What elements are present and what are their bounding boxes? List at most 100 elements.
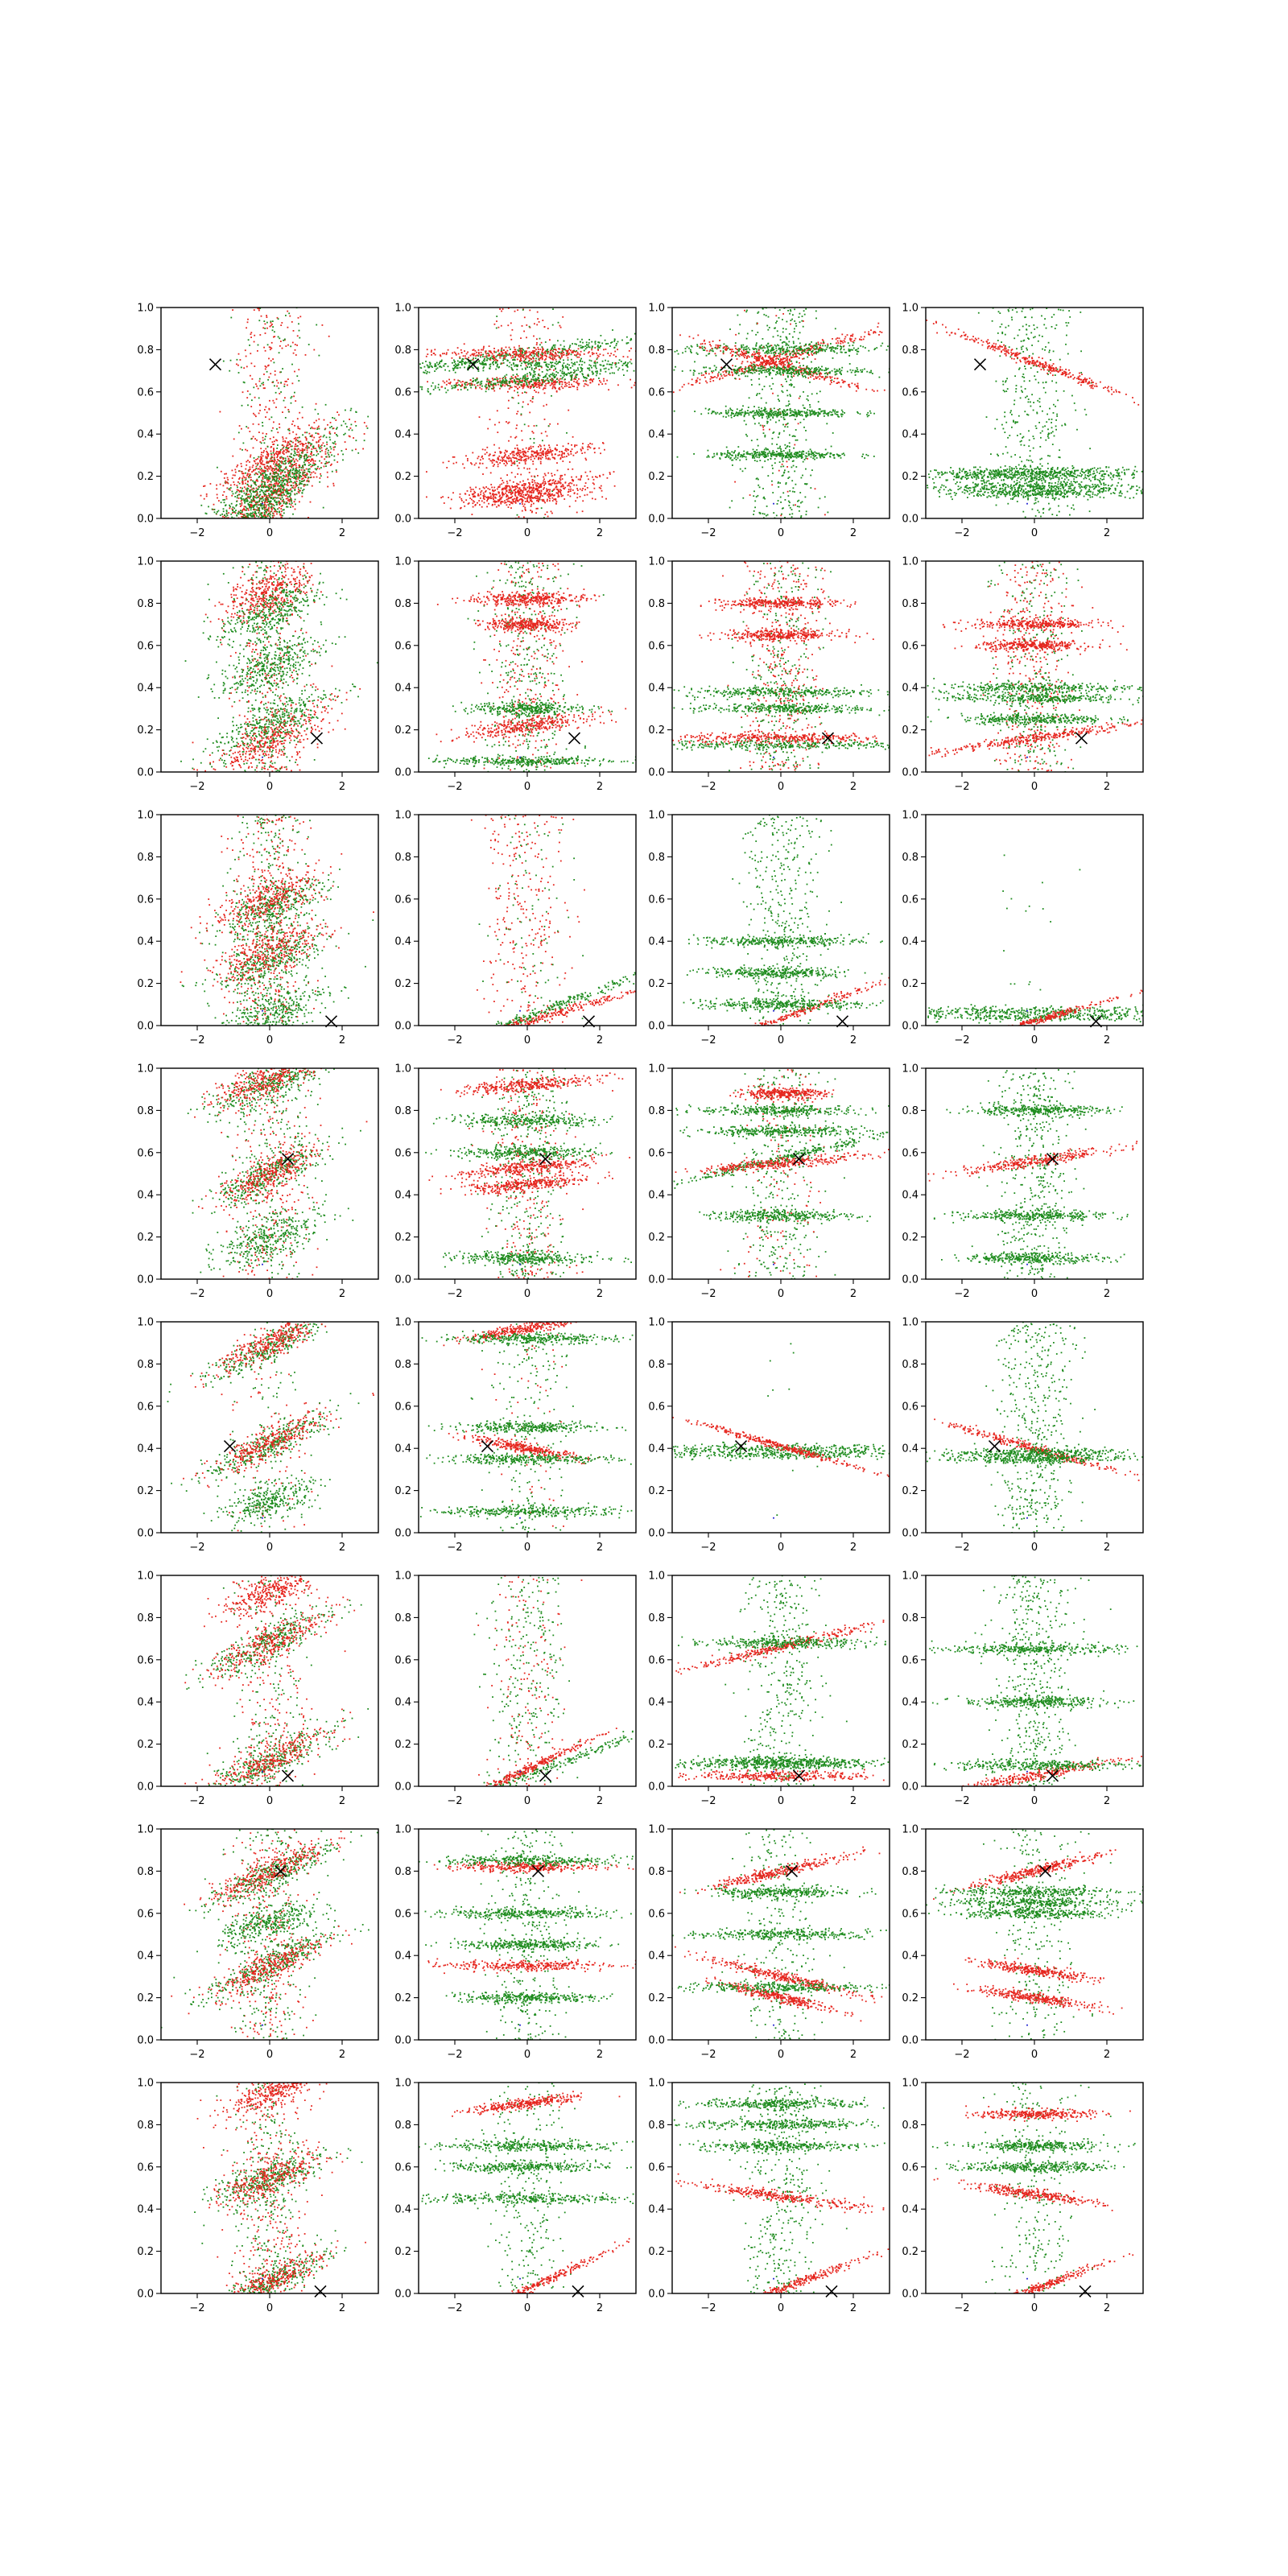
green-point: [274, 485, 275, 486]
red-point: [568, 354, 570, 356]
red-point: [250, 479, 252, 481]
green-point: [251, 515, 253, 517]
red-point: [630, 359, 632, 361]
green-point: [233, 522, 235, 524]
red-point: [529, 412, 530, 414]
green-point: [534, 438, 535, 440]
red-point: [289, 460, 291, 461]
red-point: [514, 457, 515, 459]
red-point: [542, 357, 543, 359]
red-point: [247, 321, 249, 323]
green-point: [489, 382, 490, 383]
green-point: [300, 455, 302, 456]
red-point: [540, 357, 542, 359]
green-point: [295, 452, 296, 454]
red-point: [284, 489, 286, 491]
red-point: [545, 355, 547, 357]
green-point: [326, 461, 328, 463]
red-point: [492, 353, 493, 355]
red-point: [608, 389, 609, 390]
red-point: [485, 353, 487, 355]
red-point: [585, 459, 587, 460]
red-point: [287, 441, 289, 443]
red-point: [237, 485, 238, 486]
red-point: [603, 443, 605, 444]
red-point: [479, 416, 481, 418]
red-point: [274, 490, 275, 492]
green-point: [352, 430, 353, 431]
red-point: [312, 435, 313, 436]
red-point: [469, 487, 471, 489]
red-point: [545, 383, 547, 385]
green-point: [571, 359, 572, 361]
red-point: [249, 540, 250, 542]
green-point: [317, 413, 319, 415]
red-point: [276, 386, 278, 387]
red-point: [576, 493, 578, 495]
red-point: [589, 379, 591, 381]
red-point: [609, 472, 611, 473]
red-point: [484, 494, 485, 496]
red-point: [529, 357, 530, 359]
red-point: [519, 354, 521, 356]
green-point: [514, 381, 515, 382]
green-point: [329, 436, 331, 438]
red-point: [242, 526, 243, 527]
green-point: [545, 375, 547, 377]
green-point: [601, 365, 602, 366]
green-point: [266, 521, 268, 522]
red-point: [349, 436, 350, 437]
red-point: [225, 473, 227, 475]
red-point: [246, 477, 247, 479]
red-point: [563, 445, 564, 447]
green-point: [283, 502, 285, 504]
red-point: [517, 487, 518, 489]
green-point: [507, 385, 509, 386]
red-point: [462, 381, 464, 382]
red-point: [250, 406, 252, 407]
red-point: [550, 480, 551, 481]
red-point: [333, 485, 335, 486]
red-point: [558, 455, 559, 456]
red-point: [268, 377, 270, 378]
green-point: [555, 361, 557, 362]
red-point: [448, 497, 449, 498]
red-point: [234, 543, 236, 544]
green-point: [543, 379, 544, 381]
green-point: [273, 452, 275, 454]
green-point: [299, 473, 300, 475]
green-point: [323, 436, 324, 438]
red-point: [249, 535, 250, 536]
green-point: [532, 377, 534, 378]
green-point: [284, 483, 286, 485]
green-point: [588, 365, 590, 366]
red-point: [528, 502, 530, 503]
red-point: [529, 468, 530, 469]
red-point: [534, 452, 535, 454]
green-point: [259, 514, 261, 515]
red-point: [494, 489, 496, 491]
green-point: [264, 514, 266, 515]
red-point: [182, 559, 184, 561]
red-point: [559, 357, 560, 358]
green-point: [563, 367, 564, 369]
red-point: [248, 427, 250, 429]
y-tick-label: 0.6: [137, 386, 154, 398]
green-point: [250, 485, 252, 486]
green-point: [241, 498, 242, 500]
red-point: [282, 448, 283, 450]
red-point: [273, 463, 275, 464]
green-point: [555, 345, 556, 346]
red-point: [219, 546, 221, 547]
red-point: [312, 436, 313, 438]
green-point: [209, 526, 211, 527]
green-point: [645, 334, 646, 336]
red-point: [333, 447, 335, 448]
green-point: [478, 370, 480, 372]
red-point: [485, 350, 487, 352]
green-point: [242, 449, 243, 451]
green-point: [246, 523, 247, 525]
red-point: [244, 531, 246, 533]
red-point: [627, 357, 629, 358]
green-point: [299, 330, 300, 332]
